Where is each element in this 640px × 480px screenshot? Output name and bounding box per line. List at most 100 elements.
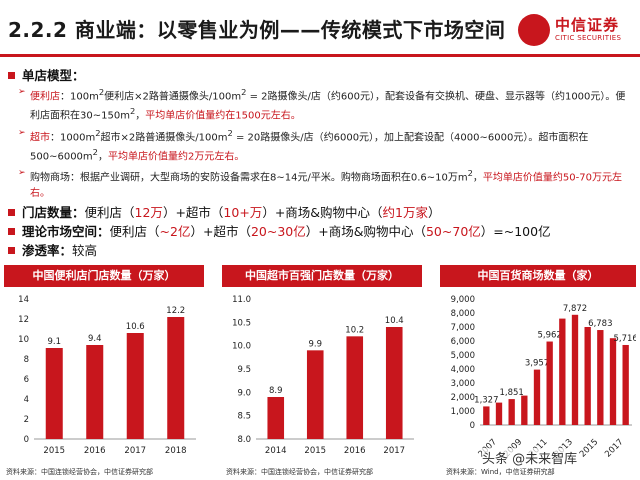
market-heading: 理论市场空间： (22, 223, 110, 239)
chart-panel-convenience: 中国便利店门店数量（万家） 0 2 4 6 8 10 12 14 9.1 2015 9.4 2016 1… (4, 265, 204, 473)
convenience-sup-2: 2 (241, 87, 247, 97)
bullet-penetration: 渗透率：较高 (8, 241, 634, 260)
market-v1: ~2亿 (159, 223, 191, 239)
citic-emblem-icon (518, 14, 550, 46)
bar (385, 327, 403, 439)
x-tick-label: 2016 (344, 446, 366, 456)
convenience-text-3: = 2路摄像头/店（约600元），配套设备有交换机、硬盘、显示器等（约1000元… (30, 91, 626, 122)
data-label: 10.4 (385, 316, 404, 326)
y-tick-label: 8.5 (237, 412, 251, 422)
y-tick-label: 11.0 (232, 295, 251, 305)
convenience-highlight: 平均单店价值量约在1500元左右。 (145, 110, 301, 122)
department-store-chart: 0 1,000 2,000 3,000 4,000 5,000 6,000 7,000 8,00… (451, 295, 636, 460)
supermarket-text-4: ， (97, 151, 108, 163)
convenience-label: 便利店 (30, 91, 60, 103)
mall-label: 购物商场 (30, 172, 70, 184)
mall-sup-1: 2 (467, 168, 473, 179)
bar (571, 314, 579, 425)
supermarket-label: 超市 (30, 131, 50, 143)
store-model-heading: 单店模型： (22, 68, 85, 83)
data-label: 10.2 (345, 325, 364, 335)
y-tick-label: 7,000 (451, 323, 475, 333)
market-p1: 便利店（ (109, 223, 160, 239)
data-label: 7,872 (563, 304, 587, 314)
convenience-text-4: ， (135, 110, 146, 122)
chart-source: 资料来源：中国连锁经营协会，中信证券研究部 (6, 468, 153, 476)
chart-source: 资料来源：Wind，中信证券研究部 (446, 468, 555, 476)
y-tick-label: 9.0 (237, 388, 251, 398)
sub-bullet-convenience-store: ➢ 便利店：100m2便利店×2路普通摄像头/100m2 = 2路摄像头/店（约… (8, 85, 634, 124)
convenience-store-chart: 0 2 4 6 8 10 12 14 9.1 2015 9.4 2016 10.6 2017 12.2 201… (18, 295, 196, 456)
market-p2: ）+超市（ (190, 223, 251, 239)
bullet-store-model: 单店模型： (8, 66, 634, 85)
store-count-v1: 12万 (134, 204, 163, 220)
x-tick-label: 2017 (124, 446, 146, 456)
convenience-text-2: 便利店×2路普通摄像头/100m (104, 91, 242, 103)
convenience-text-1: ：100m (60, 91, 99, 103)
bar (495, 402, 503, 425)
y-tick-label: 12 (18, 315, 29, 325)
supermarket-chart: 8.0 8.5 9.0 9.5 10.0 10.5 11.0 8.9 2014 9.9 2015 10… (232, 295, 414, 456)
y-tick-label: 4,000 (451, 365, 475, 375)
chart-title: 中国超市百强门店数量（万家） (222, 265, 422, 287)
y-tick-label: 4 (24, 395, 29, 405)
bar (86, 345, 104, 439)
chart-title: 中国便利店门店数量（万家） (4, 265, 204, 287)
bar (533, 369, 541, 425)
convenience-sup-1: 2 (98, 87, 105, 97)
data-label: 9.9 (308, 339, 322, 349)
y-tick-label: 5,000 (451, 351, 475, 361)
y-tick-label: 2,000 (451, 393, 475, 403)
data-label: 1,327 (474, 395, 498, 405)
header-divider (0, 54, 640, 57)
bar (546, 341, 553, 425)
y-tick-label: 8,000 (451, 309, 475, 319)
store-count-p2: ）+超市（ (162, 204, 224, 220)
penetration-value: 较高 (72, 242, 98, 258)
market-v3: 50~70亿 (425, 223, 481, 239)
bar (267, 397, 285, 439)
y-tick-label: 8.0 (237, 435, 251, 445)
bullet-list: 单店模型： ➢ 便利店：100m2便利店×2路普通摄像头/100m2 = 2路摄… (8, 66, 634, 260)
y-tick-label: 0 (24, 435, 29, 445)
logo-chinese-text: 中信证券 (555, 16, 620, 34)
sub-bullet-mall: ➢ 购物商场：根据产业调研，大型商场的安防设备需求在8~14元/平米。购物商场面… (8, 166, 634, 200)
store-count-p1: 便利店（ (84, 204, 135, 220)
bar (521, 395, 528, 425)
bar (45, 348, 63, 439)
supermarket-sup-2: 2 (227, 127, 233, 138)
y-tick-label: 6 (24, 375, 29, 385)
data-label: 5,962 (537, 331, 561, 341)
bar (597, 330, 604, 425)
y-tick-label: 10 (18, 335, 29, 345)
y-tick-label: 6,000 (451, 337, 475, 347)
logo-english-text: CITIC SECURITIES (555, 34, 622, 42)
bullet-market-size: 理论市场空间：便利店（~2亿）+超市（20~30亿）+商场&购物中心（50~70… (8, 222, 634, 241)
bar (126, 333, 144, 439)
bullet-store-count: 门店数量：便利店（12万）+超市（10+万）+商场&购物中心（约1万家） (8, 203, 634, 222)
bar (508, 399, 515, 425)
bar (559, 318, 566, 425)
y-tick-label: 3,000 (451, 379, 475, 389)
data-label: 8.9 (269, 386, 283, 396)
slide-header: 2.2.2 商业端：以零售业为例——传统模式下市场空间 中信证券 CITIC S… (0, 0, 640, 62)
y-tick-label: 2 (24, 415, 29, 425)
supermarket-sup-1: 2 (95, 127, 101, 138)
x-tick-label: 2017 (383, 446, 405, 456)
y-tick-label: 9,000 (451, 295, 475, 305)
bar (306, 350, 324, 439)
bar (167, 317, 185, 439)
supermarket-text-3: = 20路摄像头/店（约6000元），加上配套设配（4000~6000元）。超市… (30, 131, 589, 163)
data-label: 9.4 (88, 334, 102, 344)
data-label: 3,957 (525, 359, 549, 369)
supermarket-highlight: 平均单店价值量约2万元左右。 (107, 151, 245, 163)
penetration-heading: 渗透率： (22, 242, 73, 258)
y-tick-label: 10.0 (232, 342, 251, 352)
chart-panel-department-store: 中国百货商场数量（家） 0 1,000 2,000 3,000 4,000 5,000 6,… (440, 265, 636, 473)
y-tick-label: 1,000 (451, 407, 475, 417)
data-label: 12.2 (166, 306, 185, 316)
chart-panel-supermarket: 中国超市百强门店数量（万家） 8.0 8.5 9.0 9.5 10.0 10.5 11.0 8… (222, 265, 422, 473)
store-count-v2: 10+万 (223, 204, 263, 220)
x-tick-label: 2015 (304, 446, 326, 456)
data-label: 10.6 (126, 322, 145, 332)
